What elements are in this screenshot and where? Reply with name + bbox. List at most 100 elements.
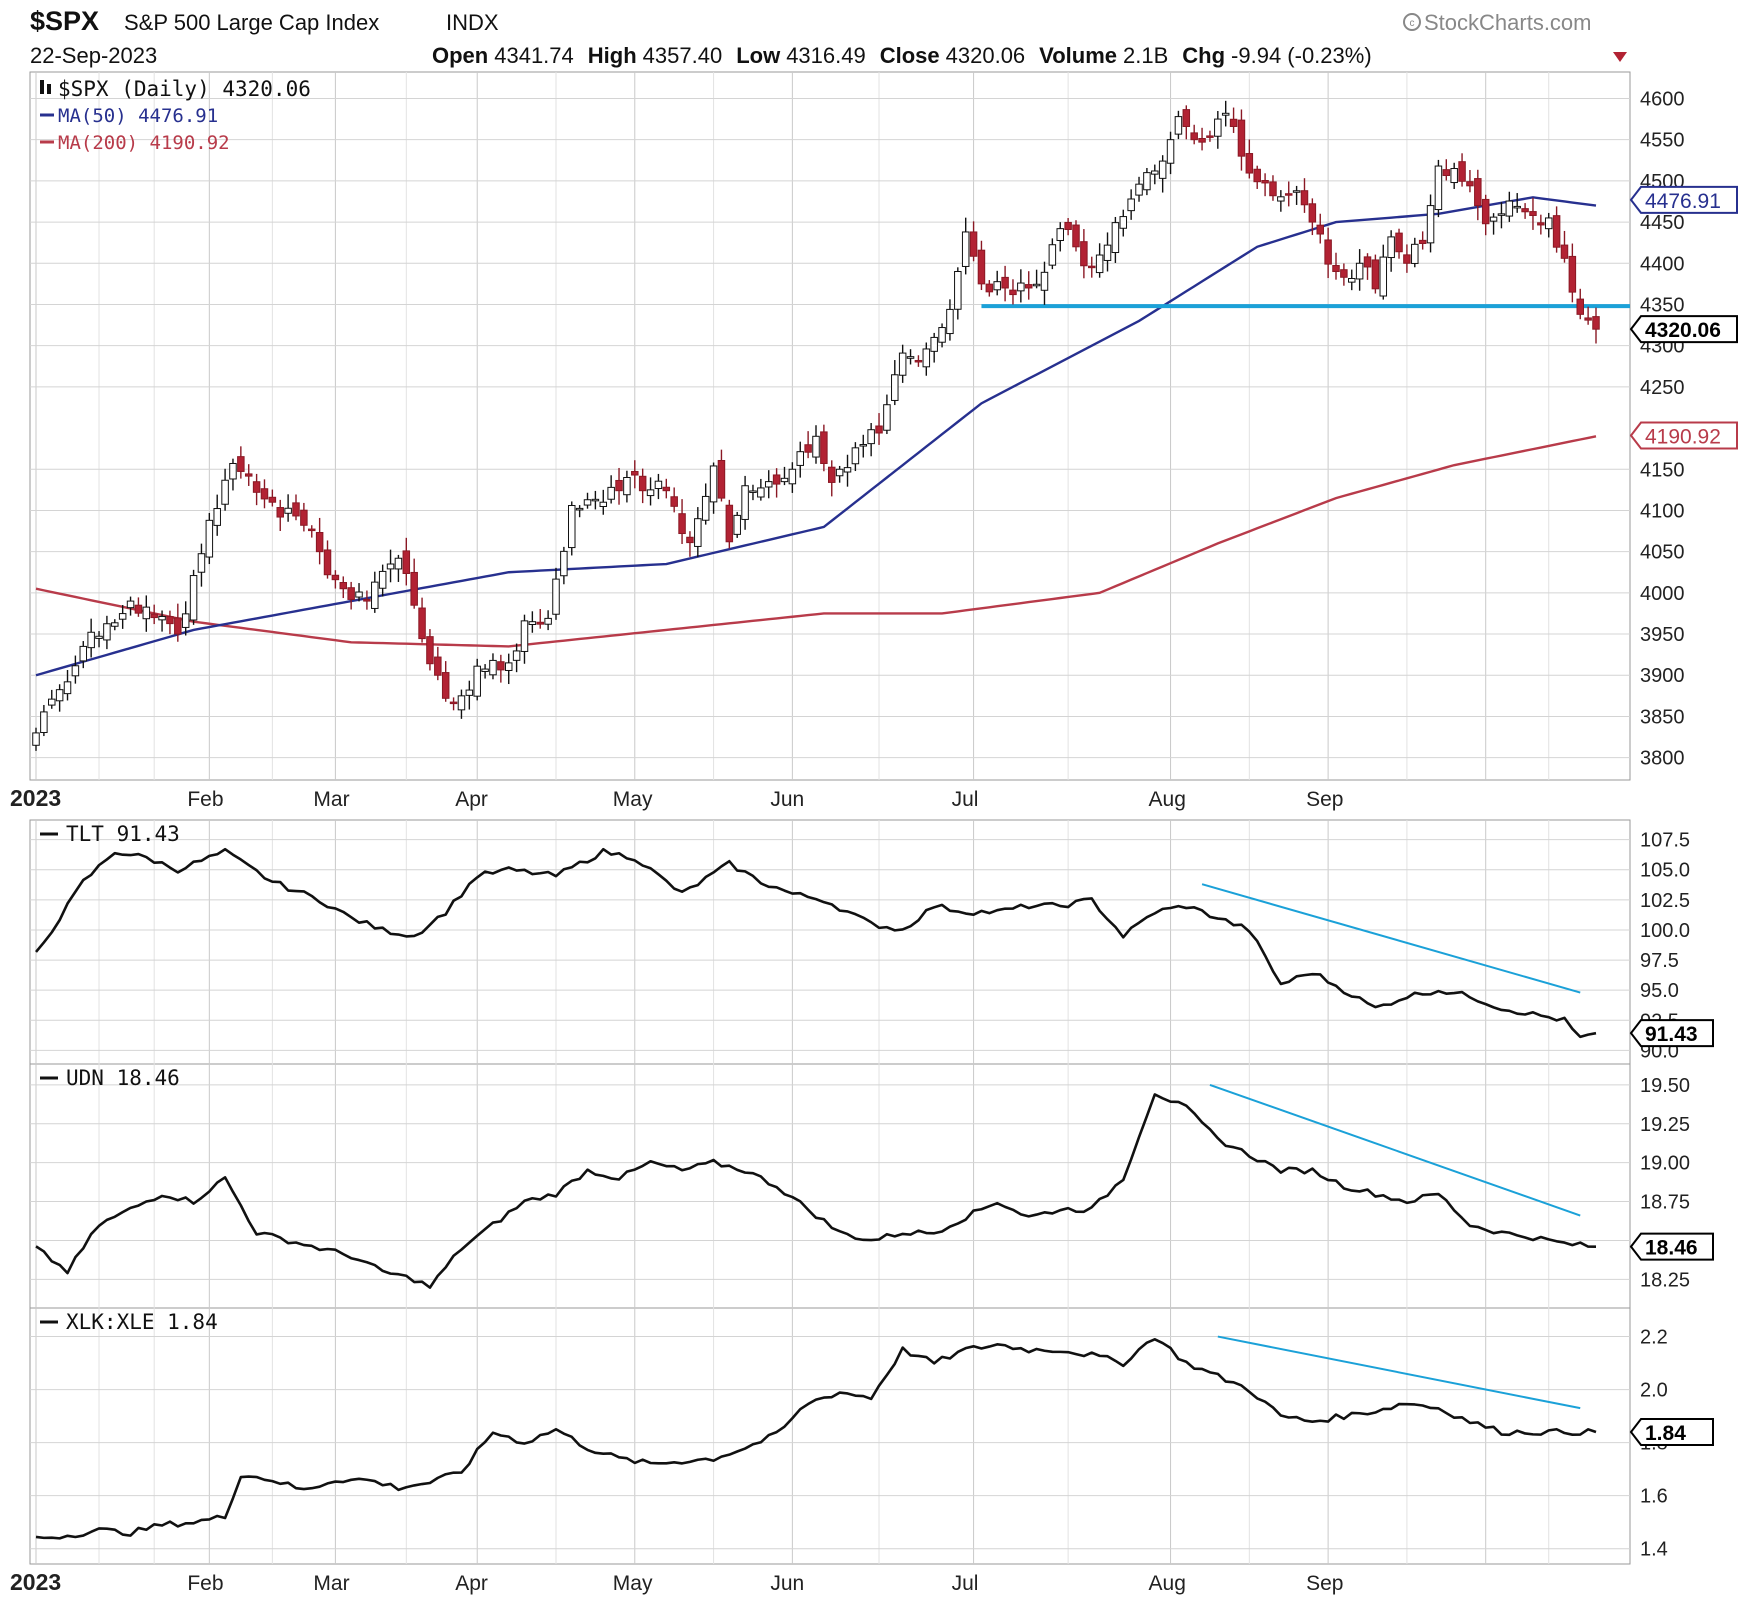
candle [1111,216,1120,263]
svg-text:TLT 91.43: TLT 91.43 [66,822,180,846]
candle [489,653,497,680]
candle [1395,228,1403,259]
value-badge: 91.43 [1629,1019,1714,1048]
candle [1261,173,1269,197]
candle [1450,162,1458,189]
candle [552,567,560,620]
candle [1221,100,1230,127]
candle [954,267,962,320]
candle [434,646,442,681]
candle [741,475,749,530]
y-tick-label: 4050 [1640,542,1685,564]
candle [1214,111,1222,149]
candle [118,605,127,629]
candle [197,543,206,587]
quote-label: Low [736,43,781,68]
candle [300,502,308,532]
candle [749,484,757,501]
y-tick-label: 107.5 [1640,830,1690,852]
y-tick-label: 2.0 [1640,1380,1668,1402]
x-tick-label: Feb [187,788,223,811]
y-tick-label: 3800 [1640,748,1685,770]
candle [1576,288,1584,320]
y-tick-label: 19.25 [1640,1114,1690,1136]
candle [1466,169,1474,193]
candle [1584,306,1592,325]
y-tick-label: 105.0 [1640,860,1690,882]
candle [883,394,891,435]
candle [481,664,489,679]
candle [891,360,899,406]
candle [946,299,954,341]
candle [1340,263,1348,286]
candle [1032,269,1041,289]
x-tick-label: Aug [1149,788,1186,811]
candle [993,270,1001,296]
candle [1292,185,1301,205]
candle [1552,206,1561,253]
quote-value: -9.94 (-0.23%) [1231,43,1372,68]
legend-ma200: MA(200) 4190.92 [58,132,230,154]
x-tick-label: Jun [770,788,804,811]
quote-value: 2.1B [1123,43,1168,68]
candle [1127,189,1135,220]
quote-value: 4316.49 [786,43,866,68]
ma50-line [35,196,1597,677]
x-tick-label: Aug [1149,1572,1186,1595]
candle [1592,307,1600,344]
x-tick-label: May [613,788,653,811]
candle [796,441,804,478]
y-tick-label: 4350 [1640,294,1685,316]
candle [1355,249,1364,291]
candle [709,462,718,514]
candle [386,549,395,583]
candle [174,603,182,642]
candle [134,597,143,617]
candle [284,494,292,522]
candle [1513,193,1521,213]
value-badge: 4190.92 [1629,421,1738,450]
candle [252,473,261,506]
series-line [34,847,1597,1039]
candle [568,501,576,556]
candle [426,629,434,671]
quote-label: Chg [1182,43,1225,68]
exchange: INDX [446,10,499,35]
candle [55,684,64,712]
candle [87,618,95,658]
candle [473,658,481,701]
y-tick-label: 19.50 [1640,1075,1690,1097]
candle [599,489,608,515]
candle [670,487,678,513]
candle [733,511,741,538]
candle [1560,230,1569,263]
candle [355,583,363,602]
candle [497,654,505,683]
y-tick-label: 100.0 [1640,920,1690,942]
candle [820,424,828,472]
trendline [1217,1335,1581,1410]
candle [938,323,946,348]
candle [221,468,229,511]
symbol: $SPX [30,6,99,36]
y-tick-label: 4100 [1640,500,1685,522]
y-tick-label: 1.4 [1640,1539,1668,1561]
quote-value: 4357.40 [643,43,723,68]
candle [560,546,568,585]
svg-text:18.46: 18.46 [1645,1237,1698,1260]
candle [394,554,403,582]
candle [1198,127,1206,151]
y-tick-label: 3850 [1640,706,1685,728]
candle [418,597,426,643]
quote-value: 4341.74 [494,43,574,68]
quote-value: 4320.06 [946,43,1026,68]
candle [457,689,466,719]
candle [1544,212,1553,238]
candle [1237,109,1246,171]
candle [1009,279,1017,305]
svg-text:4476.91: 4476.91 [1645,190,1721,213]
candle [1143,167,1151,196]
y-tick-label: 18.75 [1640,1192,1690,1214]
candle [772,468,781,498]
candle [1426,194,1435,253]
